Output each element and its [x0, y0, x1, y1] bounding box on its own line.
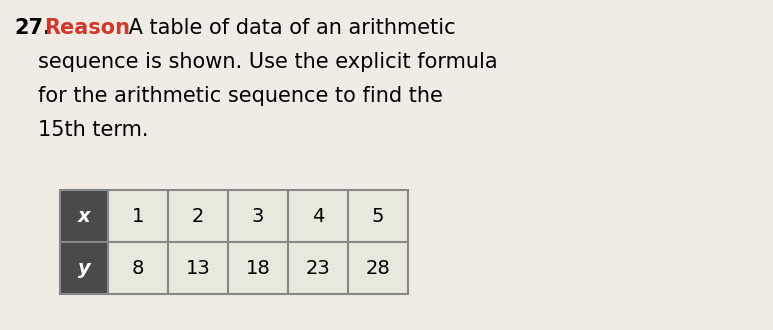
Text: 5: 5: [372, 207, 384, 225]
Bar: [228, 242, 288, 294]
Bar: [168, 190, 228, 242]
Text: sequence is shown. Use the explicit formula: sequence is shown. Use the explicit form…: [38, 52, 498, 72]
Bar: [288, 190, 348, 242]
Text: 13: 13: [186, 258, 210, 278]
Text: 4: 4: [312, 207, 324, 225]
Text: 18: 18: [246, 258, 271, 278]
Text: 27.: 27.: [14, 18, 51, 38]
Text: 15th term.: 15th term.: [38, 120, 148, 140]
Text: 8: 8: [132, 258, 145, 278]
Bar: [168, 242, 228, 294]
Text: 28: 28: [366, 258, 390, 278]
Bar: [60, 242, 108, 294]
Bar: [60, 190, 108, 242]
Text: 2: 2: [192, 207, 204, 225]
Bar: [228, 190, 288, 242]
Text: y: y: [77, 258, 90, 278]
Text: 23: 23: [305, 258, 330, 278]
Bar: [288, 242, 348, 294]
Text: x: x: [78, 207, 90, 225]
Bar: [348, 242, 408, 294]
Text: 1: 1: [132, 207, 145, 225]
Text: A table of data of an arithmetic: A table of data of an arithmetic: [122, 18, 455, 38]
Bar: [108, 242, 168, 294]
Bar: [108, 190, 168, 242]
Text: Reason: Reason: [44, 18, 130, 38]
Text: for the arithmetic sequence to find the: for the arithmetic sequence to find the: [38, 86, 443, 106]
Text: 3: 3: [252, 207, 264, 225]
Bar: [348, 190, 408, 242]
